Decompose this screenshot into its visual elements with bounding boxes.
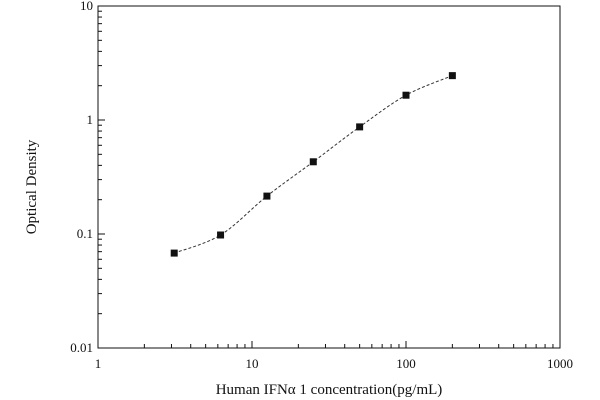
x-tick-label: 1 [95, 356, 102, 371]
data-points [170, 72, 456, 257]
y-axis: 0.01 0.1 1 10 [70, 0, 105, 355]
x-axis: 1 10 100 1000 [95, 341, 573, 371]
x-tick-label: 1000 [547, 356, 573, 371]
plot-frame [97, 5, 561, 349]
y-tick-label: 0.01 [70, 340, 93, 355]
data-point-marker [448, 72, 456, 80]
x-axis-title: Human IFNα 1 concentration(pg/mL) [216, 382, 443, 398]
x-tick-label: 100 [396, 356, 416, 371]
y-tick-label: 0.1 [77, 226, 93, 241]
y-tick-label: 1 [87, 112, 94, 127]
data-point-marker [309, 158, 317, 166]
data-point-marker [263, 192, 271, 200]
data-point-marker [356, 123, 364, 131]
data-point-marker [217, 231, 225, 239]
x-tick-label: 10 [246, 356, 259, 371]
y-axis-title: Optical Density [24, 139, 40, 234]
data-point-marker [402, 91, 410, 99]
y-tick-label: 10 [80, 0, 93, 13]
plot-area [97, 5, 561, 349]
data-point-marker [170, 249, 178, 257]
